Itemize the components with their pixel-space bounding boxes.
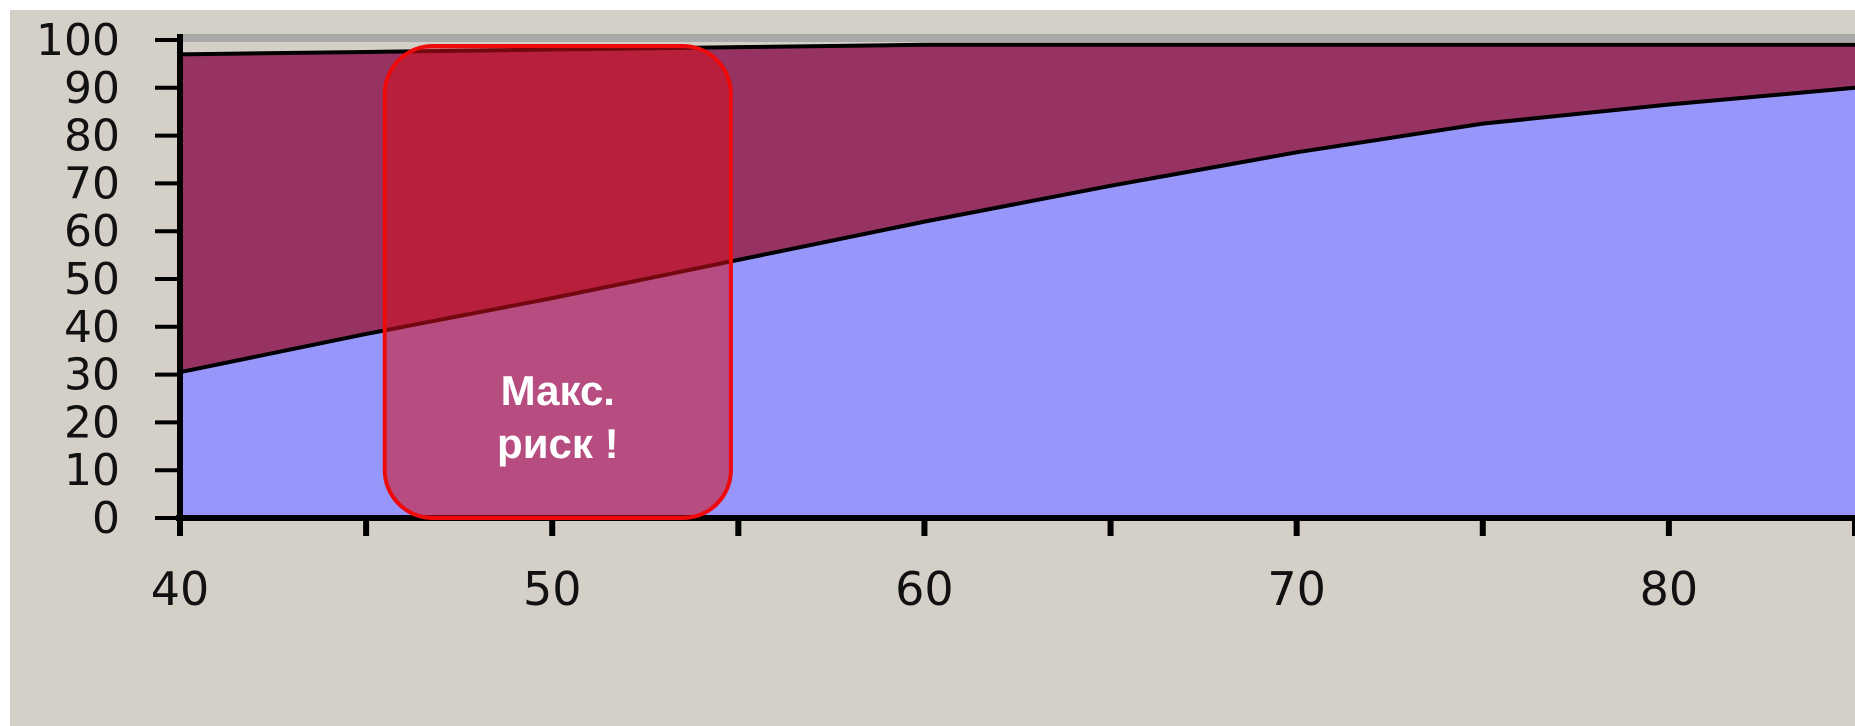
- y-tick-label-50: 50: [64, 254, 120, 305]
- y-tick-label-80: 80: [64, 111, 120, 162]
- y-tick-label-30: 30: [64, 350, 120, 401]
- max-risk-highlight: [382, 44, 733, 520]
- x-tick-label-40: 40: [151, 562, 210, 616]
- max-risk-label-line2: риск !: [497, 420, 619, 467]
- y-tick-label-20: 20: [64, 397, 120, 448]
- y-tick-label-40: 40: [64, 302, 120, 353]
- y-tick-label-60: 60: [64, 206, 120, 257]
- x-tick-label-60: 60: [895, 562, 954, 616]
- y-tick-label-100: 100: [36, 15, 120, 66]
- x-tick-label-80: 80: [1640, 562, 1699, 616]
- y-tick-label-10: 10: [64, 445, 120, 496]
- max-risk-label-line1: Макс.: [501, 367, 615, 414]
- y-tick-label-70: 70: [64, 158, 120, 209]
- y-tick-label-0: 0: [92, 493, 120, 544]
- y-tick-label-90: 90: [64, 63, 120, 114]
- x-tick-label-50: 50: [523, 562, 582, 616]
- x-tick-label-70: 70: [1267, 562, 1326, 616]
- top-band: [180, 34, 1855, 42]
